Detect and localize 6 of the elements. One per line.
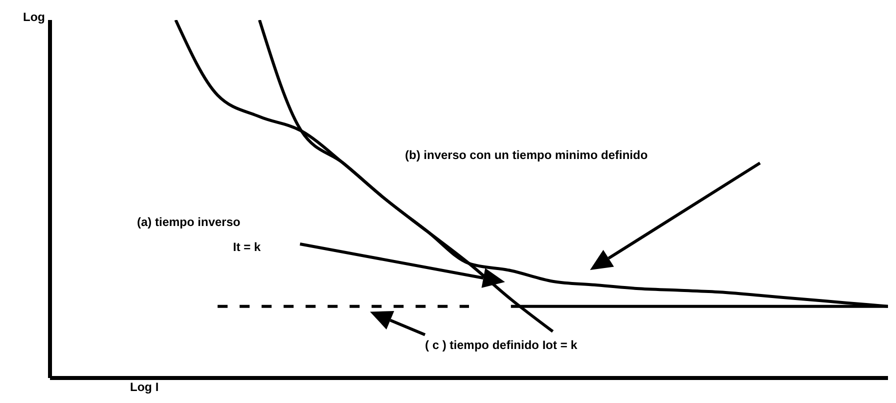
annotation: ( c ) tiempo definido Iot = k [425,338,578,352]
annotation: (a) tiempo inverso [137,215,240,229]
annotation: It = k [233,240,261,254]
annotation: (b) inverso con un tiempo minimo definido [405,148,648,162]
x-axis-title: Log I [130,380,159,394]
y-axis-title: Log [23,10,45,24]
